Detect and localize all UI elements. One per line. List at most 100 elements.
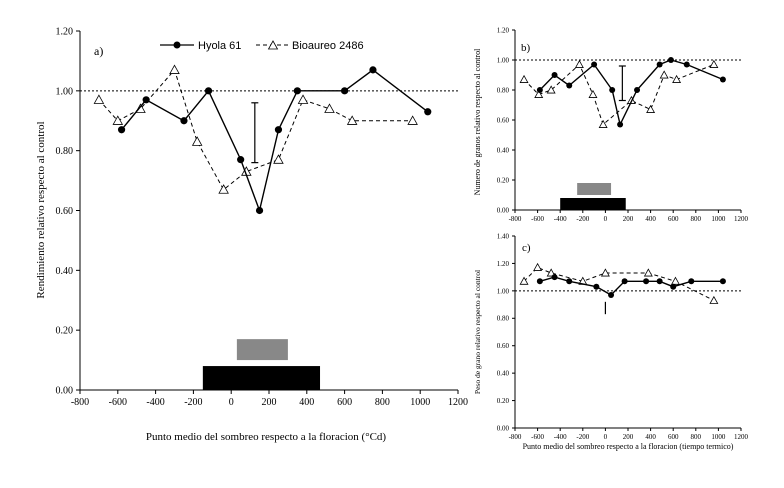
c-point-hyola-61 bbox=[719, 278, 726, 285]
b-point-hyola-61 bbox=[667, 57, 674, 63]
b-x-tick-label: -400 bbox=[554, 215, 567, 223]
legend-bioaureo-label: Bioaureo 2486 bbox=[292, 40, 364, 52]
c-x-tick-label: 200 bbox=[623, 433, 634, 441]
b-point-hyola-61 bbox=[683, 61, 690, 68]
a-x-tick-label: -200 bbox=[184, 397, 202, 408]
c-point-bioaureo-2486 bbox=[643, 268, 653, 277]
a-y-tick-label: 1.20 bbox=[56, 27, 74, 38]
c-y-tick-label: 0.40 bbox=[497, 370, 510, 378]
a-y-tick-label: 0.20 bbox=[56, 326, 74, 337]
a-shade-bar-gray bbox=[236, 339, 288, 361]
c-point-hyola-61 bbox=[656, 278, 663, 285]
b-point-bioaureo-2486 bbox=[534, 89, 544, 98]
b-x-tick-label: 200 bbox=[623, 215, 634, 223]
b-point-bioaureo-2486 bbox=[709, 59, 719, 68]
a-point-hyola-61 bbox=[142, 96, 150, 104]
a-point-bioaureo-2486 bbox=[93, 94, 105, 104]
b-y-tick-label: 0.80 bbox=[497, 86, 510, 94]
a-point-hyola-61 bbox=[424, 108, 432, 116]
legend-hyola-label: Hyola 61 bbox=[198, 40, 241, 52]
c-point-hyola-61 bbox=[608, 291, 615, 298]
c-point-bioaureo-2486 bbox=[600, 268, 610, 277]
b-point-bioaureo-2486 bbox=[574, 59, 584, 68]
b-series-line-hyola-61 bbox=[539, 59, 724, 127]
a-point-bioaureo-2486 bbox=[346, 115, 358, 125]
c-point-hyola-61 bbox=[593, 283, 600, 290]
c-point-bioaureo-2486 bbox=[546, 268, 556, 277]
b-y-tick-label: 0.40 bbox=[497, 146, 510, 154]
panel-a-legend: Hyola 61 Bioaureo 2486 bbox=[160, 40, 364, 52]
c-x-tick-label: 1000 bbox=[711, 433, 726, 441]
a-point-hyola-61 bbox=[204, 87, 213, 95]
a-x-tick-label: 600 bbox=[337, 397, 352, 408]
a-y-tick-label: 0.60 bbox=[56, 206, 74, 217]
b-point-hyola-61 bbox=[719, 76, 726, 83]
b-point-hyola-61 bbox=[634, 87, 641, 93]
b-point-bioaureo-2486 bbox=[672, 74, 682, 83]
c-point-hyola-61 bbox=[566, 278, 573, 285]
c-x-tick-label: -800 bbox=[509, 433, 522, 441]
legend-bioaureo-marker bbox=[267, 40, 279, 50]
panel-c-x-title: Punto medio del sombreo respecto a la fl… bbox=[523, 442, 734, 451]
panel-c-y-title: Peso de grano relativo respecto al contr… bbox=[473, 270, 482, 394]
b-x-tick-label: 800 bbox=[691, 215, 702, 223]
a-y-tick-label: 0.40 bbox=[56, 266, 74, 277]
a-point-bioaureo-2486 bbox=[297, 94, 309, 104]
a-y-tick-label: 0.00 bbox=[56, 386, 74, 397]
c-y-tick-label: 1.40 bbox=[497, 232, 510, 240]
c-point-bioaureo-2486 bbox=[519, 276, 529, 285]
b-shade-bar-gray bbox=[577, 183, 612, 195]
b-point-bioaureo-2486 bbox=[519, 74, 529, 83]
c-y-tick-label: 0.20 bbox=[497, 397, 510, 405]
c-x-tick-label: 0 bbox=[604, 433, 608, 441]
c-y-tick-label: 0.80 bbox=[497, 315, 510, 323]
b-x-tick-label: 1000 bbox=[711, 215, 726, 223]
a-x-tick-label: 0 bbox=[229, 397, 234, 408]
a-x-tick-label: -800 bbox=[71, 397, 89, 408]
panel-b: b) Numero de granos relativo respecto al… bbox=[473, 26, 749, 223]
b-x-tick-label: 400 bbox=[645, 215, 656, 223]
a-point-bioaureo-2486 bbox=[191, 136, 203, 146]
b-x-tick-label: -800 bbox=[509, 215, 522, 223]
c-point-hyola-61 bbox=[621, 278, 628, 285]
c-y-tick-label: 1.20 bbox=[497, 260, 510, 268]
b-x-tick-label: -600 bbox=[531, 215, 544, 223]
c-x-tick-label: 800 bbox=[691, 433, 702, 441]
b-point-hyola-61 bbox=[551, 72, 558, 78]
panel-b-y-title: Numero de granos relativo respecto al co… bbox=[473, 48, 482, 195]
c-point-bioaureo-2486 bbox=[670, 276, 680, 285]
c-point-hyola-61 bbox=[551, 274, 558, 281]
b-point-bioaureo-2486 bbox=[598, 119, 608, 128]
c-point-hyola-61 bbox=[670, 283, 677, 290]
panel-a: a) Punto medio del sombreo respecto a la… bbox=[35, 27, 468, 444]
a-x-tick-label: 1200 bbox=[448, 397, 468, 408]
b-point-hyola-61 bbox=[591, 61, 598, 68]
b-x-tick-label: 600 bbox=[668, 215, 679, 223]
panel-a-x-title: Punto medio del sombreo respecto a la fl… bbox=[146, 431, 387, 443]
b-x-tick-label: 1200 bbox=[734, 215, 749, 223]
a-point-hyola-61 bbox=[255, 206, 264, 215]
a-point-bioaureo-2486 bbox=[324, 103, 335, 113]
a-x-tick-label: 1000 bbox=[410, 397, 430, 408]
b-y-tick-label: 0.60 bbox=[497, 116, 510, 124]
c-x-tick-label: 600 bbox=[668, 433, 679, 441]
panel-b-label: b) bbox=[521, 42, 531, 54]
b-point-hyola-61 bbox=[617, 121, 624, 128]
a-point-hyola-61 bbox=[117, 126, 126, 134]
a-point-hyola-61 bbox=[180, 117, 188, 125]
b-point-hyola-61 bbox=[656, 61, 663, 68]
c-y-tick-label: 0.00 bbox=[497, 424, 510, 432]
b-y-tick-label: 1.20 bbox=[497, 26, 510, 34]
c-point-bioaureo-2486 bbox=[533, 262, 543, 271]
c-x-tick-label: -200 bbox=[576, 433, 589, 441]
c-point-hyola-61 bbox=[536, 278, 543, 285]
c-y-tick-label: 0.60 bbox=[497, 342, 510, 350]
b-point-hyola-61 bbox=[536, 87, 543, 93]
c-x-tick-label: 1200 bbox=[734, 433, 749, 441]
a-point-bioaureo-2486 bbox=[112, 115, 124, 125]
a-x-tick-label: 200 bbox=[262, 397, 277, 408]
panel-a-label: a) bbox=[94, 44, 103, 58]
a-point-bioaureo-2486 bbox=[169, 64, 180, 74]
a-x-tick-label: 800 bbox=[375, 397, 390, 408]
